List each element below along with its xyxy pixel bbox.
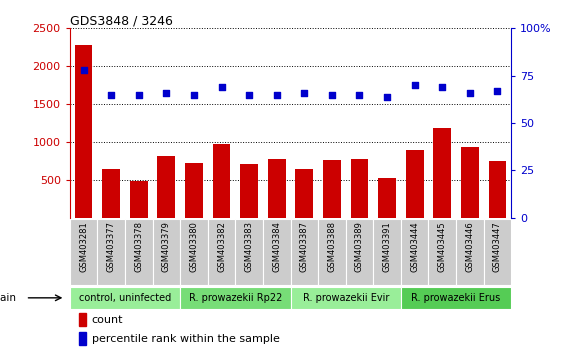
Bar bbox=[263, 219, 290, 285]
Point bbox=[355, 92, 364, 97]
Bar bbox=[290, 287, 401, 309]
Text: GSM403384: GSM403384 bbox=[272, 221, 281, 272]
Text: GDS3848 / 3246: GDS3848 / 3246 bbox=[70, 14, 173, 27]
Point bbox=[382, 94, 392, 99]
Bar bbox=[152, 219, 180, 285]
Bar bbox=[484, 219, 511, 285]
Point bbox=[327, 92, 336, 97]
Bar bbox=[461, 147, 479, 218]
Bar bbox=[240, 164, 258, 218]
Bar bbox=[401, 219, 429, 285]
Bar bbox=[74, 45, 92, 218]
Point bbox=[79, 67, 88, 73]
Bar bbox=[378, 178, 396, 218]
Bar bbox=[180, 219, 208, 285]
Point bbox=[410, 82, 419, 88]
Bar bbox=[433, 127, 451, 218]
Bar bbox=[429, 219, 456, 285]
Text: strain: strain bbox=[0, 293, 17, 303]
Text: GSM403445: GSM403445 bbox=[438, 221, 447, 272]
Text: R. prowazekii Evir: R. prowazekii Evir bbox=[303, 293, 389, 303]
Point bbox=[493, 88, 502, 94]
Text: GSM403444: GSM403444 bbox=[410, 221, 419, 272]
Text: count: count bbox=[92, 315, 123, 325]
Point bbox=[300, 90, 309, 96]
Bar bbox=[208, 219, 235, 285]
Text: GSM403382: GSM403382 bbox=[217, 221, 226, 272]
Text: GSM403281: GSM403281 bbox=[79, 221, 88, 272]
Point bbox=[134, 92, 144, 97]
Text: GSM403383: GSM403383 bbox=[245, 221, 253, 272]
Bar bbox=[318, 219, 346, 285]
Bar bbox=[70, 219, 98, 285]
Bar bbox=[295, 169, 313, 218]
Bar bbox=[185, 163, 203, 218]
Point bbox=[162, 90, 171, 96]
Bar bbox=[489, 161, 507, 218]
Point bbox=[272, 92, 281, 97]
Bar bbox=[180, 287, 290, 309]
Text: GSM403391: GSM403391 bbox=[383, 221, 392, 272]
Text: GSM403446: GSM403446 bbox=[465, 221, 474, 272]
Text: R. prowazekii Rp22: R. prowazekii Rp22 bbox=[189, 293, 282, 303]
Text: GSM403377: GSM403377 bbox=[107, 221, 116, 272]
Text: R. prowazekii Erus: R. prowazekii Erus bbox=[411, 293, 501, 303]
Bar bbox=[102, 169, 120, 218]
Bar bbox=[350, 159, 368, 218]
Point bbox=[437, 84, 447, 90]
Bar bbox=[130, 181, 148, 218]
Bar bbox=[98, 219, 125, 285]
Point bbox=[106, 92, 116, 97]
Text: GSM403380: GSM403380 bbox=[189, 221, 198, 272]
Bar bbox=[401, 287, 511, 309]
Text: GSM403378: GSM403378 bbox=[134, 221, 143, 272]
Text: percentile rank within the sample: percentile rank within the sample bbox=[92, 333, 279, 344]
Text: GSM403447: GSM403447 bbox=[493, 221, 502, 272]
Bar bbox=[70, 287, 180, 309]
Bar bbox=[157, 156, 175, 218]
Point bbox=[189, 92, 199, 97]
Text: GSM403379: GSM403379 bbox=[162, 221, 171, 272]
Bar bbox=[268, 159, 286, 218]
Bar bbox=[346, 219, 374, 285]
Point bbox=[245, 92, 254, 97]
Text: GSM403387: GSM403387 bbox=[300, 221, 309, 272]
Bar bbox=[235, 219, 263, 285]
Bar bbox=[78, 332, 87, 345]
Bar bbox=[323, 160, 341, 218]
Bar bbox=[125, 219, 152, 285]
Point bbox=[217, 84, 226, 90]
Bar bbox=[78, 313, 87, 326]
Point bbox=[465, 90, 475, 96]
Bar bbox=[213, 144, 231, 218]
Bar bbox=[456, 219, 484, 285]
Text: GSM403388: GSM403388 bbox=[328, 221, 336, 272]
Bar bbox=[290, 219, 318, 285]
Text: control, uninfected: control, uninfected bbox=[79, 293, 171, 303]
Text: GSM403389: GSM403389 bbox=[355, 221, 364, 272]
Bar bbox=[406, 150, 424, 218]
Bar bbox=[374, 219, 401, 285]
